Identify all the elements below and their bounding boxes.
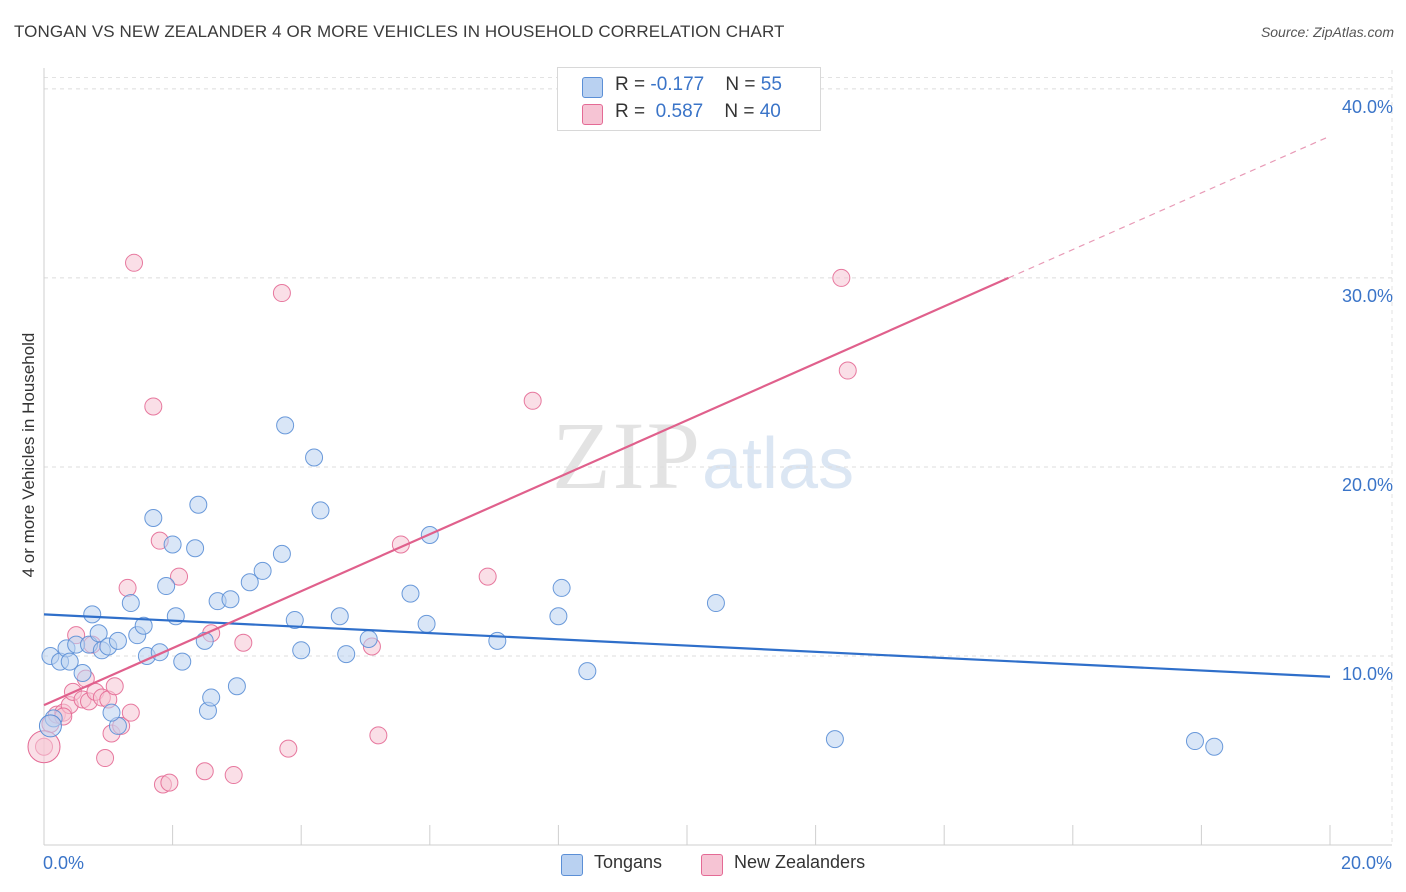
- r-value: -0.177: [650, 74, 705, 95]
- y-tick-label: 30.0%: [1342, 286, 1393, 306]
- n-label: N =: [725, 74, 761, 95]
- tongan-point: [285, 611, 304, 630]
- nz-point: [832, 268, 851, 287]
- y-axis-label: 4 or more Vehicles in Household: [19, 333, 38, 578]
- nz-point: [160, 773, 179, 792]
- nz-point: [234, 633, 253, 652]
- tongan-points: [38, 416, 1224, 756]
- nz-point: [478, 567, 497, 586]
- tongan-point: [173, 652, 192, 671]
- r-label: R =: [615, 101, 651, 122]
- tongan-point: [240, 573, 259, 592]
- x-tick-label: 0.0%: [43, 853, 84, 873]
- nz-point: [523, 391, 542, 410]
- axes: [43, 68, 1392, 846]
- tongan-point: [337, 645, 356, 664]
- nz-point: [118, 578, 137, 597]
- trend-lines: [43, 135, 1331, 707]
- tongan-point: [89, 624, 108, 643]
- y-tick-label: 20.0%: [1342, 475, 1393, 495]
- tongan-point: [292, 641, 311, 660]
- tongan-point: [1205, 737, 1224, 756]
- tongan-point: [73, 663, 92, 682]
- y-tick-label: 40.0%: [1342, 97, 1393, 117]
- tongan-point: [825, 730, 844, 749]
- n-label: N =: [724, 101, 760, 122]
- chart-title: TONGAN VS NEW ZEALANDER 4 OR MORE VEHICL…: [14, 22, 785, 41]
- tongan-point: [311, 501, 330, 520]
- tongan-point: [134, 616, 153, 635]
- tongan-point: [359, 629, 378, 648]
- nz-point: [96, 749, 115, 768]
- tongan-point: [221, 590, 240, 609]
- nz-point: [838, 361, 857, 380]
- tongans-legend-swatch: [561, 854, 583, 876]
- tongan-point: [276, 416, 295, 435]
- tongans-swatch: [582, 77, 603, 98]
- nz-point: [279, 739, 298, 758]
- nz-point: [195, 762, 214, 781]
- tongan-point: [401, 584, 420, 603]
- tongan-point: [189, 495, 208, 514]
- tongan-point: [549, 607, 568, 626]
- tongan-point: [578, 662, 597, 681]
- watermark: ZIPatlas: [552, 400, 854, 511]
- y-tick-label: 10.0%: [1342, 664, 1393, 684]
- tongan-point: [552, 578, 571, 597]
- tongan-point-large: [38, 714, 62, 738]
- tongan-point: [157, 577, 176, 596]
- tongan-point: [305, 448, 324, 467]
- tick-labels: 10.0% 20.0% 30.0% 40.0% 0.0% 20.0%: [43, 97, 1393, 873]
- tongan-point: [1185, 732, 1204, 751]
- source-label: Source: ZipAtlas.com: [1260, 24, 1394, 40]
- tongan-point: [83, 605, 102, 624]
- nz-point: [170, 567, 189, 586]
- r-value: 0.587: [655, 101, 704, 122]
- tongan-point: [186, 539, 205, 558]
- watermark-zip: ZIP: [552, 402, 702, 509]
- legend-label-nz: New Zealanders: [734, 852, 866, 872]
- tongan-point: [121, 594, 140, 613]
- tongan-point: [253, 561, 272, 580]
- r-label: R =: [615, 74, 651, 95]
- tongan-trend-line: [43, 613, 1331, 678]
- tongan-point: [417, 614, 436, 633]
- tongan-point: [108, 631, 127, 650]
- series-legend: Tongans New Zealanders: [0, 852, 1406, 878]
- n-value: 55: [760, 74, 782, 95]
- nz-points: [27, 253, 857, 794]
- nz-point: [105, 677, 124, 696]
- tongan-point: [227, 677, 246, 696]
- nz-point: [369, 726, 388, 745]
- tongan-point: [166, 607, 185, 626]
- x-tick-label: 20.0%: [1341, 853, 1392, 873]
- tongan-point: [202, 688, 221, 707]
- nz-trend-line: [43, 276, 1009, 707]
- nz-swatch: [582, 104, 603, 125]
- watermark-atlas: atlas: [702, 424, 855, 504]
- n-value: 40: [759, 101, 781, 122]
- nz-point: [144, 397, 163, 416]
- legend-label-tongans: Tongans: [594, 852, 663, 872]
- tongan-point: [60, 652, 79, 671]
- stats-legend: R = -0.177 N = 55 R = 0.587 N = 40: [557, 67, 821, 131]
- tongan-point: [144, 508, 163, 527]
- tongan-point: [488, 631, 507, 650]
- nz-point: [121, 703, 140, 722]
- nz-point: [125, 253, 144, 272]
- grid-lines: [44, 70, 1393, 845]
- tongan-point: [706, 594, 725, 613]
- nz-legend-swatch: [701, 854, 723, 876]
- tongan-point: [272, 544, 291, 563]
- nz-point: [272, 284, 291, 303]
- tongan-point: [330, 607, 349, 626]
- nz-trend-extension: [1008, 135, 1331, 279]
- tongan-point: [163, 535, 182, 554]
- tongan-point: [102, 703, 121, 722]
- nz-point: [224, 766, 243, 785]
